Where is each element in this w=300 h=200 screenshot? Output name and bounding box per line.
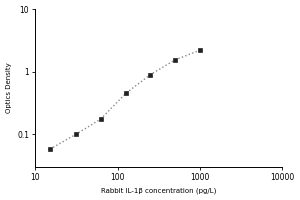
X-axis label: Rabbit IL-1β concentration (pg/L): Rabbit IL-1β concentration (pg/L) [101,188,217,194]
Y-axis label: Optics Density: Optics Density [6,63,12,113]
